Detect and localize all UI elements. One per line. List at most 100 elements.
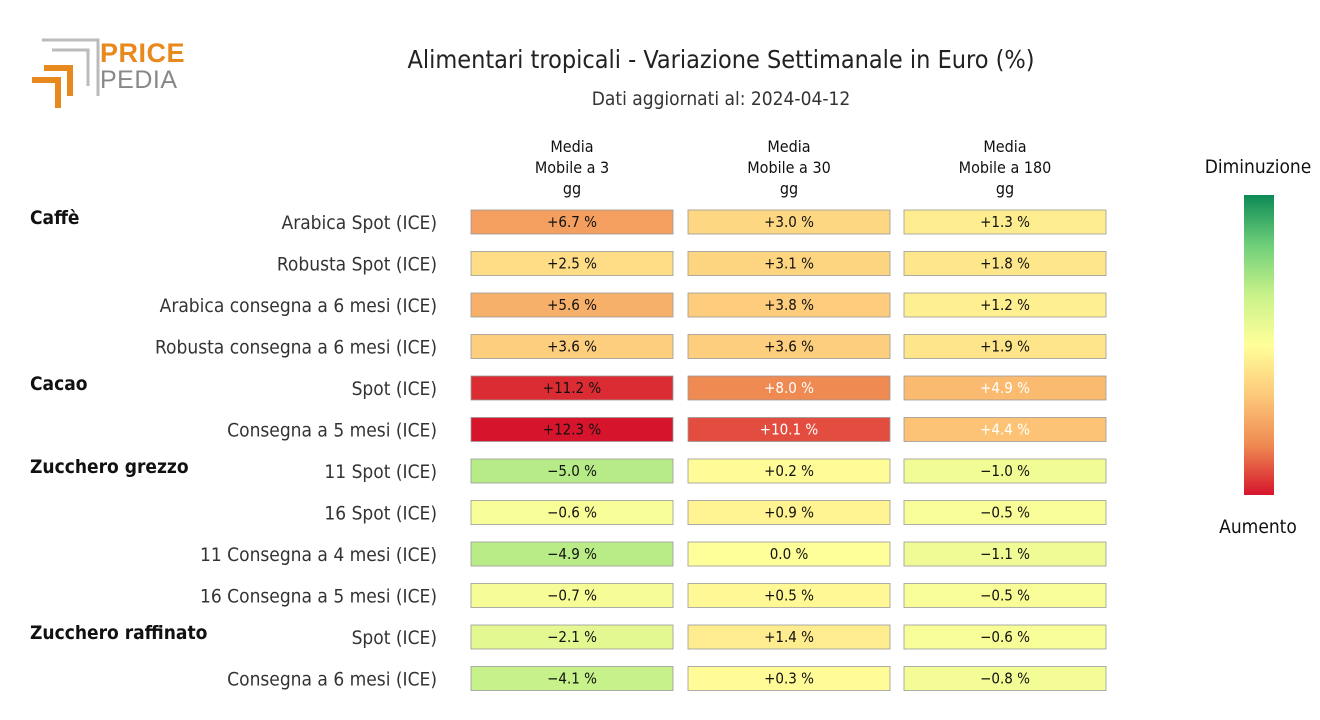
data-label: +3.6 %	[764, 338, 814, 356]
data-label: −1.0 %	[980, 462, 1030, 480]
heatmap-cell	[903, 666, 1107, 691]
heatmap-cell	[470, 666, 674, 691]
heatmap-cell	[470, 251, 674, 276]
heatmap-cell	[903, 500, 1107, 525]
heatmap-cell	[470, 500, 674, 525]
heatmap-cell	[687, 417, 891, 442]
data-label: +12.3 %	[543, 421, 602, 439]
data-label: 0.0 %	[770, 545, 809, 563]
row-label: Consegna a 6 mesi (ICE)	[227, 669, 437, 691]
heatmap-cell	[903, 624, 1107, 650]
heatmap-cell	[470, 541, 674, 567]
heatmap-cell	[470, 417, 674, 442]
legend-top-label: Diminuzione	[1205, 156, 1312, 178]
data-label: +1.3 %	[980, 213, 1030, 231]
group-label: Zucchero raffinato	[30, 622, 208, 644]
heatmap-cell	[903, 334, 1107, 359]
column-header-2: Mobile a 30	[747, 158, 831, 177]
pricepedia-logo: PRICE PEDIA	[30, 38, 190, 110]
heatmap-cell	[470, 624, 674, 650]
data-label: +5.6 %	[547, 296, 597, 314]
column-header-1: Media	[550, 137, 593, 156]
data-label: +0.3 %	[764, 670, 814, 688]
legend-bottom-label: Aumento	[1219, 516, 1297, 538]
heatmap-cell	[903, 583, 1107, 608]
data-label: +1.2 %	[980, 296, 1030, 314]
heatmap-cell	[903, 541, 1107, 567]
row-label: Robusta Spot (ICE)	[277, 254, 437, 276]
row-label: Consegna a 5 mesi (ICE)	[227, 420, 437, 442]
data-label: +8.0 %	[764, 379, 814, 397]
data-label: −5.0 %	[547, 462, 597, 480]
logo-word-pedia: PEDIA	[100, 66, 178, 94]
heatmap-cell	[687, 251, 891, 276]
group-label: Cacao	[30, 373, 88, 395]
group-label: Zucchero grezzo	[30, 456, 189, 478]
row-label: Spot (ICE)	[352, 378, 437, 400]
data-label: +3.8 %	[764, 296, 814, 314]
row-label: 16 Consegna a 5 mesi (ICE)	[200, 586, 437, 608]
heatmap-cell	[903, 417, 1107, 442]
heatmap-cell	[687, 500, 891, 525]
data-label: +0.2 %	[764, 462, 814, 480]
heatmap-cell	[687, 209, 891, 235]
column-header-3: Mobile a 180	[959, 158, 1052, 177]
column-header-1: Mobile a 3	[535, 158, 609, 177]
chart-title: Alimentari tropicali - Variazione Settim…	[407, 45, 1034, 74]
heatmap-cell	[687, 583, 891, 608]
data-label: +4.9 %	[980, 379, 1030, 397]
heatmap-cell	[470, 292, 674, 318]
row-label: Arabica consegna a 6 mesi (ICE)	[160, 295, 437, 317]
data-label: −0.6 %	[980, 628, 1030, 646]
heatmap-cell	[687, 666, 891, 691]
data-label: +2.5 %	[547, 255, 597, 273]
column-header-3: gg	[996, 179, 1014, 198]
heatmap-cell	[470, 209, 674, 235]
data-label: +0.9 %	[764, 504, 814, 522]
row-label: 16 Spot (ICE)	[324, 503, 437, 525]
heatmap-cell	[903, 209, 1107, 235]
heatmap-cell	[470, 334, 674, 359]
data-label: −0.6 %	[547, 504, 597, 522]
heatmap-cell	[903, 292, 1107, 318]
data-label: +6.7 %	[547, 213, 597, 231]
heatmap-cell	[687, 541, 891, 567]
data-label: +4.4 %	[980, 421, 1030, 439]
chart-subtitle: Dati aggiornati al: 2024-04-12	[592, 88, 851, 110]
data-label: +1.8 %	[980, 255, 1030, 273]
data-label: −4.1 %	[547, 670, 597, 688]
row-label: Arabica Spot (ICE)	[282, 212, 438, 234]
logo-word-price: PRICE	[100, 38, 186, 68]
heatmap-cell	[687, 375, 891, 401]
data-label: −2.1 %	[547, 628, 597, 646]
data-label: −0.8 %	[980, 670, 1030, 688]
row-label: 11 Spot (ICE)	[324, 461, 437, 483]
heatmap-cell	[470, 458, 674, 484]
heatmap-cell	[903, 251, 1107, 276]
row-label: 11 Consegna a 4 mesi (ICE)	[200, 544, 437, 566]
column-header-1: gg	[563, 179, 581, 198]
logo-mark-icon	[32, 38, 100, 108]
data-label: +3.1 %	[764, 255, 814, 273]
data-label: +1.4 %	[764, 628, 814, 646]
data-label: −1.1 %	[980, 545, 1030, 563]
column-header-3: Media	[983, 137, 1026, 156]
data-label: −4.9 %	[547, 545, 597, 563]
data-label: −0.5 %	[980, 587, 1030, 605]
heatmap-cell	[903, 375, 1107, 401]
column-header-2: Media	[767, 137, 810, 156]
data-label: +11.2 %	[543, 379, 602, 397]
legend-color-bar	[1244, 195, 1274, 495]
heatmap-cell	[687, 292, 891, 318]
heatmap-cell	[470, 583, 674, 608]
data-label: +10.1 %	[760, 421, 819, 439]
data-label: +3.6 %	[547, 338, 597, 356]
row-label: Robusta consegna a 6 mesi (ICE)	[155, 337, 437, 359]
data-label: −0.5 %	[980, 504, 1030, 522]
data-label: +1.9 %	[980, 338, 1030, 356]
data-label: −0.7 %	[547, 587, 597, 605]
data-label: +3.0 %	[764, 213, 814, 231]
column-header-2: gg	[780, 179, 798, 198]
heatmap-cell	[687, 624, 891, 650]
